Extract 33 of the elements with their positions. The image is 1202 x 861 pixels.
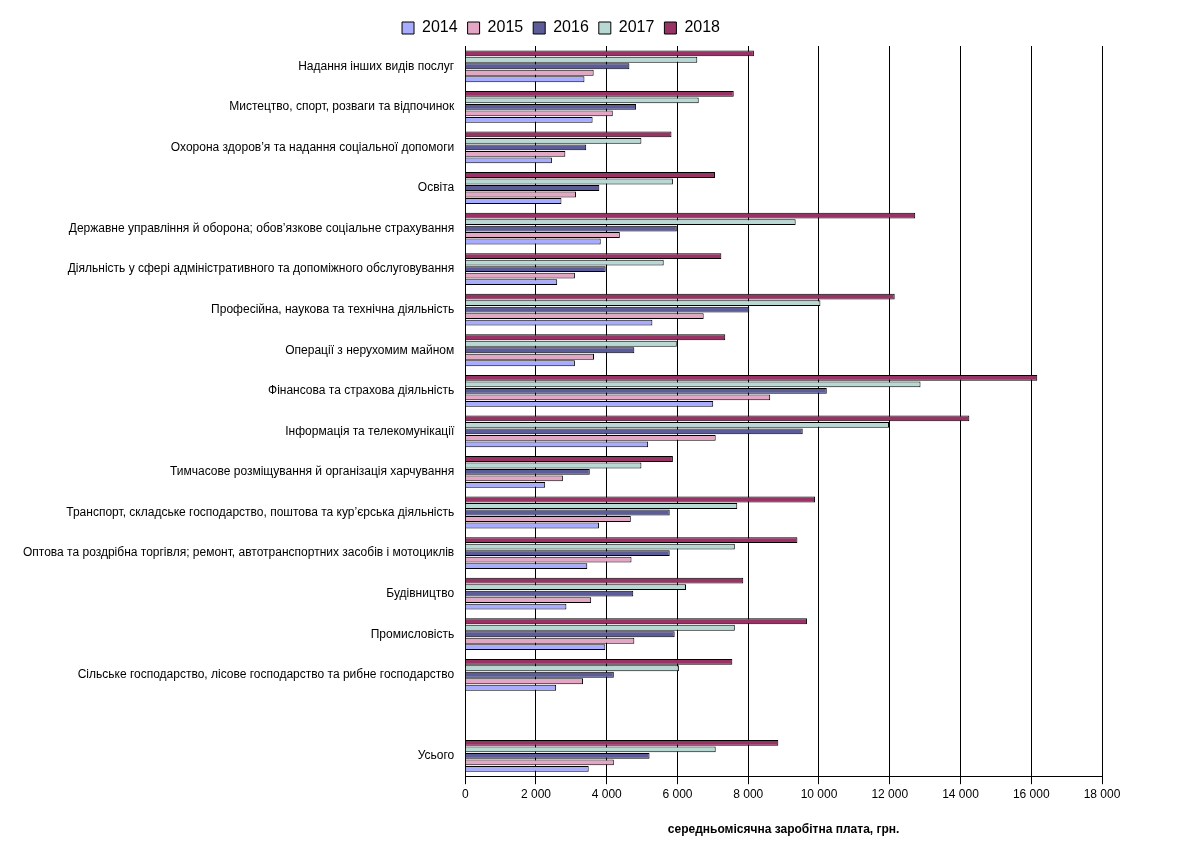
- x-axis-title: середньомісячна заробітна плата, грн.: [667, 822, 900, 837]
- legend-label: 2016: [553, 18, 589, 36]
- y-tick-label: Сільське господарство, лісове господарство та рибне господарство: [77, 667, 455, 682]
- y-tick-label: Освіта: [417, 180, 455, 195]
- x-tick-label: 0: [461, 786, 469, 801]
- y-tick-label: Промисловість: [370, 626, 455, 641]
- y-tick-label: Будівництво: [386, 585, 455, 600]
- y-tick-label: Тимчасове розміщування й організація харчування: [169, 464, 455, 479]
- y-tick-label: Фінансова та страхова діяльність: [268, 383, 455, 398]
- x-tick-label: 2 000: [520, 786, 552, 801]
- legend-label: 2017: [618, 18, 655, 36]
- x-tick-label: 18 000: [1083, 786, 1121, 801]
- y-tick-label: Усього: [417, 748, 455, 763]
- x-tick-label: 14 000: [942, 786, 980, 801]
- x-tick-label: 16 000: [1012, 786, 1050, 801]
- y-tick-label: Охорона здоров’я та надання соціальної допомоги: [170, 139, 455, 154]
- y-tick-label: Державне управління й оборона; обов’язкове соціальне страхування: [68, 220, 455, 235]
- y-tick-label: Інформація та телекомунікації: [285, 423, 455, 438]
- legend-label: 2018: [684, 18, 721, 36]
- legend-label: 2014: [422, 18, 458, 36]
- y-tick-label: Професійна, наукова та технічна діяльність: [211, 302, 455, 316]
- x-tick-label: 4 000: [591, 786, 623, 801]
- y-tick-label: Операції з нерухомим майном: [285, 342, 455, 357]
- legend-label: 2015: [487, 18, 524, 36]
- y-tick-label: Надання інших видів послуг: [298, 58, 455, 73]
- x-tick-label: 10 000: [800, 786, 838, 801]
- y-tick-label: Діяльність у сфері адміністративного та допоміжного обслуговування: [67, 261, 455, 276]
- y-tick-label: Оптова та роздрібна торгівля; ремонт, автотранспортних засобів і мотоциклів: [22, 545, 455, 560]
- y-tick-label: Мистецтво, спорт, розваги та відпочинок: [229, 99, 455, 114]
- x-tick-label: 12 000: [871, 786, 909, 801]
- x-tick-label: 8 000: [733, 786, 764, 801]
- x-tick-label: 6 000: [662, 786, 693, 801]
- y-tick-label: Транспорт, складське господарство, поштова та кур’єрська діяльність: [66, 504, 455, 519]
